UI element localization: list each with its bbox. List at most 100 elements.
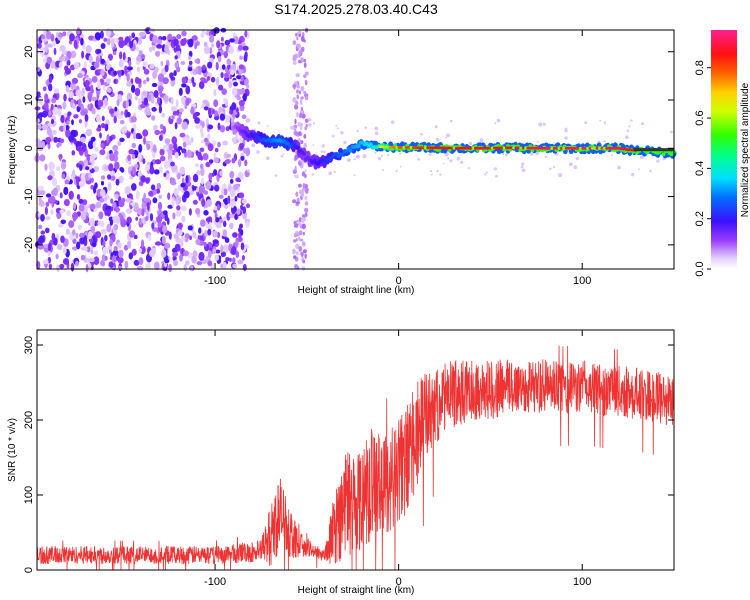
snr-frame xyxy=(36,329,675,571)
noise-dot xyxy=(247,169,250,173)
noise-dot xyxy=(87,92,93,101)
noise-dot xyxy=(143,192,147,202)
snr-y-axis: 0 100 200 300 xyxy=(23,336,674,573)
noise-dot xyxy=(161,36,167,41)
noise-dot xyxy=(172,111,178,116)
noise-dot xyxy=(356,129,359,133)
noise-dot xyxy=(196,261,203,266)
noise-dot xyxy=(221,64,226,70)
noise-dot xyxy=(445,136,447,139)
noise-dot xyxy=(496,118,501,123)
noise-dot xyxy=(295,89,300,94)
noise-dot xyxy=(86,246,91,253)
noise-dot xyxy=(295,201,300,205)
noise-dot xyxy=(173,142,178,151)
noise-dot xyxy=(168,263,172,273)
noise-dot xyxy=(47,43,53,48)
noise-dot xyxy=(84,79,90,87)
noise-dot xyxy=(216,204,220,210)
noise-dot xyxy=(171,106,177,112)
noise-dot xyxy=(205,199,212,207)
noise-dot xyxy=(178,112,182,118)
noise-dot xyxy=(117,114,123,119)
noise-dot xyxy=(173,38,179,47)
signal-tail xyxy=(633,148,674,152)
noise-dot xyxy=(118,249,124,258)
noise-dot xyxy=(207,133,211,140)
noise-dot xyxy=(100,180,105,186)
noise-dot xyxy=(125,198,132,203)
noise-dot xyxy=(238,99,245,107)
noise-dot xyxy=(73,138,77,145)
noise-dot xyxy=(208,221,212,230)
noise-dot xyxy=(44,93,49,101)
noise-dot xyxy=(42,86,47,92)
noise-dot xyxy=(161,112,165,118)
noise-dot xyxy=(94,32,101,41)
noise-dot xyxy=(59,153,62,161)
noise-dot xyxy=(298,236,301,241)
noise-dot xyxy=(222,244,229,254)
noise-dot xyxy=(162,210,168,216)
y-tick-label: 0 xyxy=(23,145,35,151)
noise-dot xyxy=(301,217,305,223)
noise-dot xyxy=(200,177,204,185)
noise-dot xyxy=(295,100,299,106)
noise-dot xyxy=(113,70,118,76)
noise-dot xyxy=(374,131,379,136)
x-tick-label: 0 xyxy=(396,576,402,588)
noise-dot xyxy=(670,130,673,134)
noise-dot xyxy=(60,138,65,144)
noise-dot xyxy=(435,137,440,142)
noise-dot xyxy=(164,138,171,145)
noise-dot xyxy=(81,87,85,97)
noise-dot xyxy=(297,122,301,126)
noise-dot xyxy=(230,69,235,76)
noise-dot xyxy=(38,224,43,230)
noise-dot xyxy=(202,99,209,105)
noise-dot xyxy=(96,116,102,123)
noise-dot xyxy=(575,157,580,161)
noise-dot xyxy=(538,122,543,127)
noise-dot xyxy=(321,144,325,148)
noise-dot xyxy=(207,228,212,236)
noise-dot xyxy=(236,208,241,215)
noise-dot xyxy=(191,35,198,41)
noise-dot xyxy=(521,168,526,173)
noise-dot xyxy=(163,172,167,177)
noise-dot xyxy=(184,104,188,109)
noise-dot xyxy=(170,97,174,105)
noise-dot xyxy=(195,163,199,168)
noise-dot xyxy=(191,76,195,84)
noise-dot xyxy=(242,206,247,215)
noise-dot xyxy=(300,46,305,52)
noise-dot xyxy=(38,112,45,118)
noise-dot xyxy=(180,38,187,47)
noise-dot xyxy=(90,184,94,190)
noise-dot xyxy=(137,170,143,177)
noise-dot xyxy=(138,217,143,225)
noise-dot xyxy=(225,153,232,158)
noise-dot xyxy=(131,248,137,256)
noise-dot xyxy=(63,199,70,207)
noise-dot xyxy=(96,80,101,90)
noise-dot xyxy=(625,135,629,139)
noise-dot xyxy=(62,258,70,265)
noise-dot xyxy=(299,223,303,227)
noise-dot xyxy=(106,208,111,217)
noise-dot xyxy=(479,138,484,143)
noise-dot xyxy=(79,136,86,143)
noise-dot xyxy=(163,94,169,102)
noise-dot xyxy=(148,94,152,102)
noise-dot xyxy=(159,134,163,141)
noise-dot xyxy=(39,235,45,244)
noise-dot xyxy=(175,99,179,108)
noise-dot xyxy=(73,114,79,119)
colorbar: 0.0 0.2 0.4 0.6 0.8 Normalized spectral ampl… xyxy=(694,30,750,277)
noise-dot xyxy=(213,205,218,211)
noise-dot xyxy=(203,46,210,55)
noise-dot xyxy=(99,30,104,39)
noise-dot xyxy=(304,195,308,201)
noise-dot xyxy=(112,51,117,56)
noise-dot xyxy=(110,170,116,176)
